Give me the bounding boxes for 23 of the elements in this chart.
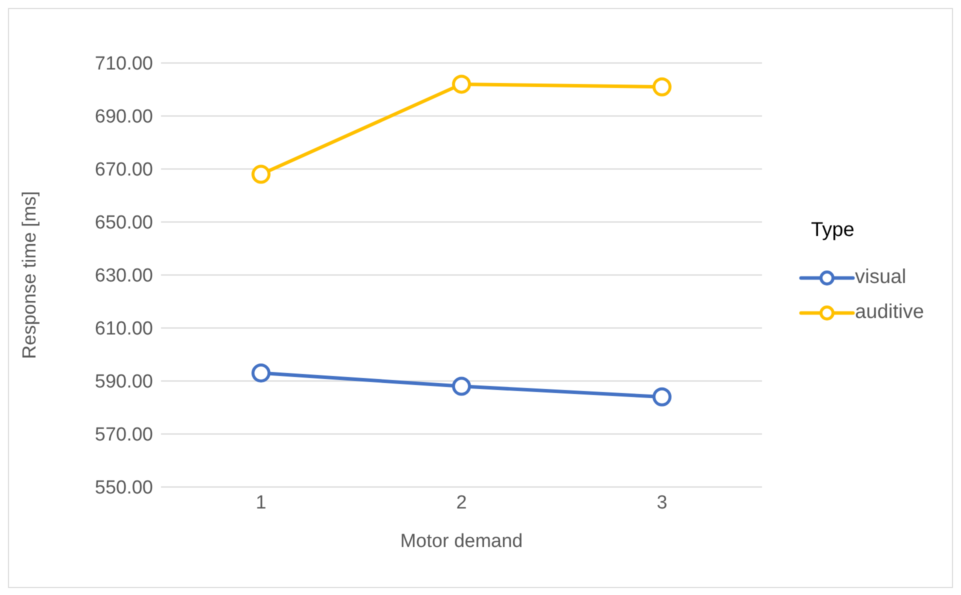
y-tick-label: 630.00: [94, 266, 153, 287]
x-tick-label: 1: [256, 492, 266, 514]
y-tick-label: 650.00: [94, 212, 153, 234]
legend-label: auditive: [855, 301, 924, 324]
x-axis-title: Motor demand: [400, 531, 523, 552]
point: [652, 387, 672, 406]
y-tick-label: 550.00: [94, 478, 153, 499]
y-tick-label: 710.00: [94, 54, 153, 75]
y-tick-label: 570.00: [94, 424, 153, 446]
point: [452, 376, 471, 396]
point: [252, 364, 270, 383]
y-tick-label: 670.00: [94, 160, 153, 181]
legend-title: Type: [811, 219, 856, 242]
y-tick-label: 610.00: [94, 318, 153, 340]
point: [252, 164, 270, 184]
y-tick-label: 590.00: [94, 372, 153, 393]
y-axis-title: Response time [ms]: [20, 191, 41, 359]
x-tick-label: 3: [656, 492, 668, 514]
y-tick-label: 690.00: [94, 106, 153, 128]
x-tick-label: 2: [456, 492, 467, 514]
legend-label: visual: [855, 266, 906, 289]
point: [652, 77, 672, 96]
point: [452, 74, 471, 94]
